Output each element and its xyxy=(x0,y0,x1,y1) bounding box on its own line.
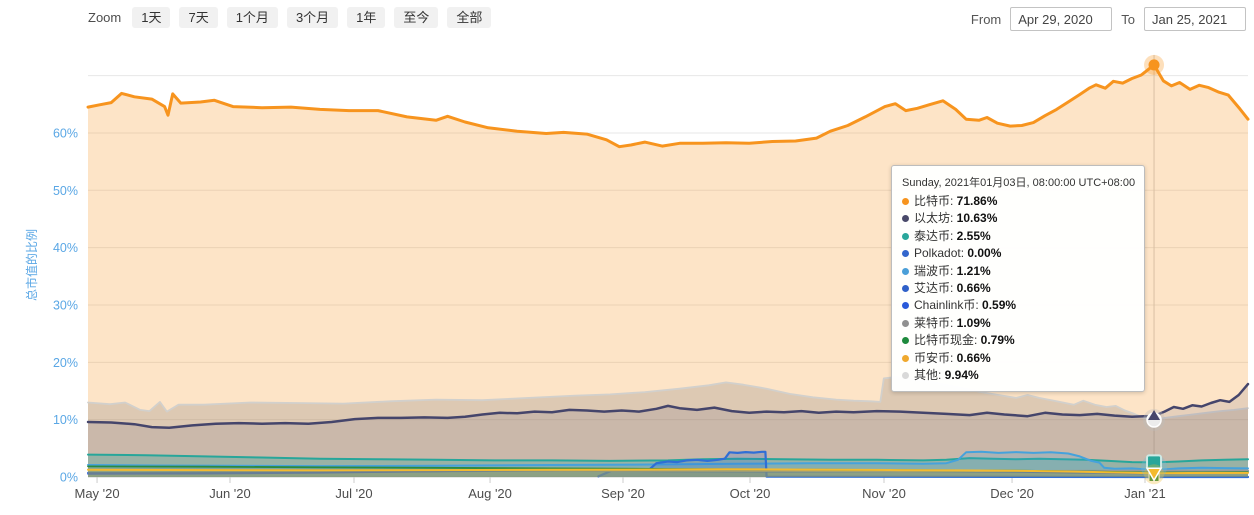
x-axis-tick-label: Jul '20 xyxy=(335,486,372,501)
from-label: From xyxy=(970,11,1002,27)
series-color-dot xyxy=(902,198,909,205)
to-label: To xyxy=(1121,11,1135,27)
chart-tooltip: Sunday, 2021年01月03日, 08:00:00 UTC+08:00 … xyxy=(891,165,1145,393)
tooltip-row: Polkadot: 0.00% xyxy=(902,245,1134,262)
series-color-dot xyxy=(902,302,909,310)
series-line-usdt xyxy=(87,453,1249,464)
y-axis-tick-label: 20% xyxy=(53,356,78,370)
series-line-xrp xyxy=(87,450,1249,472)
zoom-button-7d[interactable]: 7天 xyxy=(179,7,218,28)
tooltip-row: 其他: 9.94% xyxy=(902,367,1134,384)
x-axis-tick-label: Jun '20 xyxy=(209,486,251,501)
marker-btc xyxy=(1148,59,1160,71)
date-range-selector: From To xyxy=(971,7,1246,31)
x-axis-tick-label: Aug '20 xyxy=(468,486,512,501)
x-axis-tick-label: Sep '20 xyxy=(601,486,645,501)
series-color-dot xyxy=(902,267,909,275)
series-color-dot xyxy=(902,354,909,362)
from-date-input[interactable] xyxy=(1010,7,1113,31)
tooltip-row: 比特币现金: 0.79% xyxy=(902,332,1134,349)
series-color-dot xyxy=(902,337,909,345)
series-area-bch xyxy=(88,466,1248,477)
tooltip-row: 莱特币: 1.09% xyxy=(902,315,1134,332)
series-line-btc xyxy=(86,63,1250,149)
marker-bnb xyxy=(1145,467,1163,482)
series-line-others xyxy=(87,376,1249,421)
tooltip-header: Sunday, 2021年01月03日, 08:00:00 UTC+08:00 xyxy=(902,177,1136,189)
series-area-eth xyxy=(88,384,1248,477)
series-color-dot xyxy=(902,250,909,258)
series-color-dot xyxy=(902,215,909,223)
series-color-dot xyxy=(902,319,909,327)
tooltip-row: 币安币: 0.66% xyxy=(902,350,1134,367)
zoom-button-all[interactable]: 全部 xyxy=(447,7,492,28)
zoom-button-1m[interactable]: 1个月 xyxy=(226,7,278,28)
series-line-eth xyxy=(86,382,1250,429)
x-axis-tick-label: Jan '21 xyxy=(1124,486,1166,501)
y-axis-tick-label: 50% xyxy=(53,184,78,198)
series-color-dot xyxy=(902,232,909,240)
series-color-dot xyxy=(902,285,909,293)
x-axis-tick-label: May '20 xyxy=(74,486,119,501)
y-axis-tick-label: 0% xyxy=(60,471,78,485)
y-axis-tick-label: 60% xyxy=(53,126,78,140)
series-color-dot xyxy=(902,372,909,380)
tooltip-row: 艾达币: 0.66% xyxy=(902,280,1134,297)
x-axis-tick-label: Oct '20 xyxy=(730,486,771,501)
tooltip-row: 比特币: 71.86% xyxy=(902,193,1134,210)
tooltip-row: 以太坊: 10.63% xyxy=(902,210,1134,227)
y-axis-tick-label: 40% xyxy=(53,241,78,255)
zoom-button-ytd[interactable]: 至今 xyxy=(394,7,439,28)
zoom-button-3m[interactable]: 3个月 xyxy=(286,7,339,28)
y-axis-tick-label: 30% xyxy=(53,298,78,312)
x-axis-tick-label: Dec '20 xyxy=(990,486,1034,501)
x-axis-tick-label: Nov '20 xyxy=(862,486,906,501)
tooltip-rows: 比特币: 71.86% 以太坊: 10.63% 泰达币: 2.55% Polkadot… xyxy=(902,193,1134,384)
zoom-button-1d[interactable]: 1天 xyxy=(132,7,171,28)
tooltip-row: Chainlink币: 0.59% xyxy=(902,297,1134,314)
series-line-bnb xyxy=(87,468,1249,475)
y-axis-tick-label: 10% xyxy=(53,413,78,427)
zoom-button-1y[interactable]: 1年 xyxy=(347,7,386,28)
tooltip-row: 泰达币: 2.55% xyxy=(902,228,1134,245)
tooltip-row: 瑞波币: 1.21% xyxy=(902,263,1134,280)
zoom-toolbar: Zoom 1天 7天 1个月 3个月 1年 至今 全部 xyxy=(88,7,492,28)
to-date-input[interactable] xyxy=(1144,7,1246,31)
marker-eth xyxy=(1148,410,1161,421)
series-line-dot xyxy=(597,450,1250,479)
zoom-label: Zoom xyxy=(88,10,122,25)
